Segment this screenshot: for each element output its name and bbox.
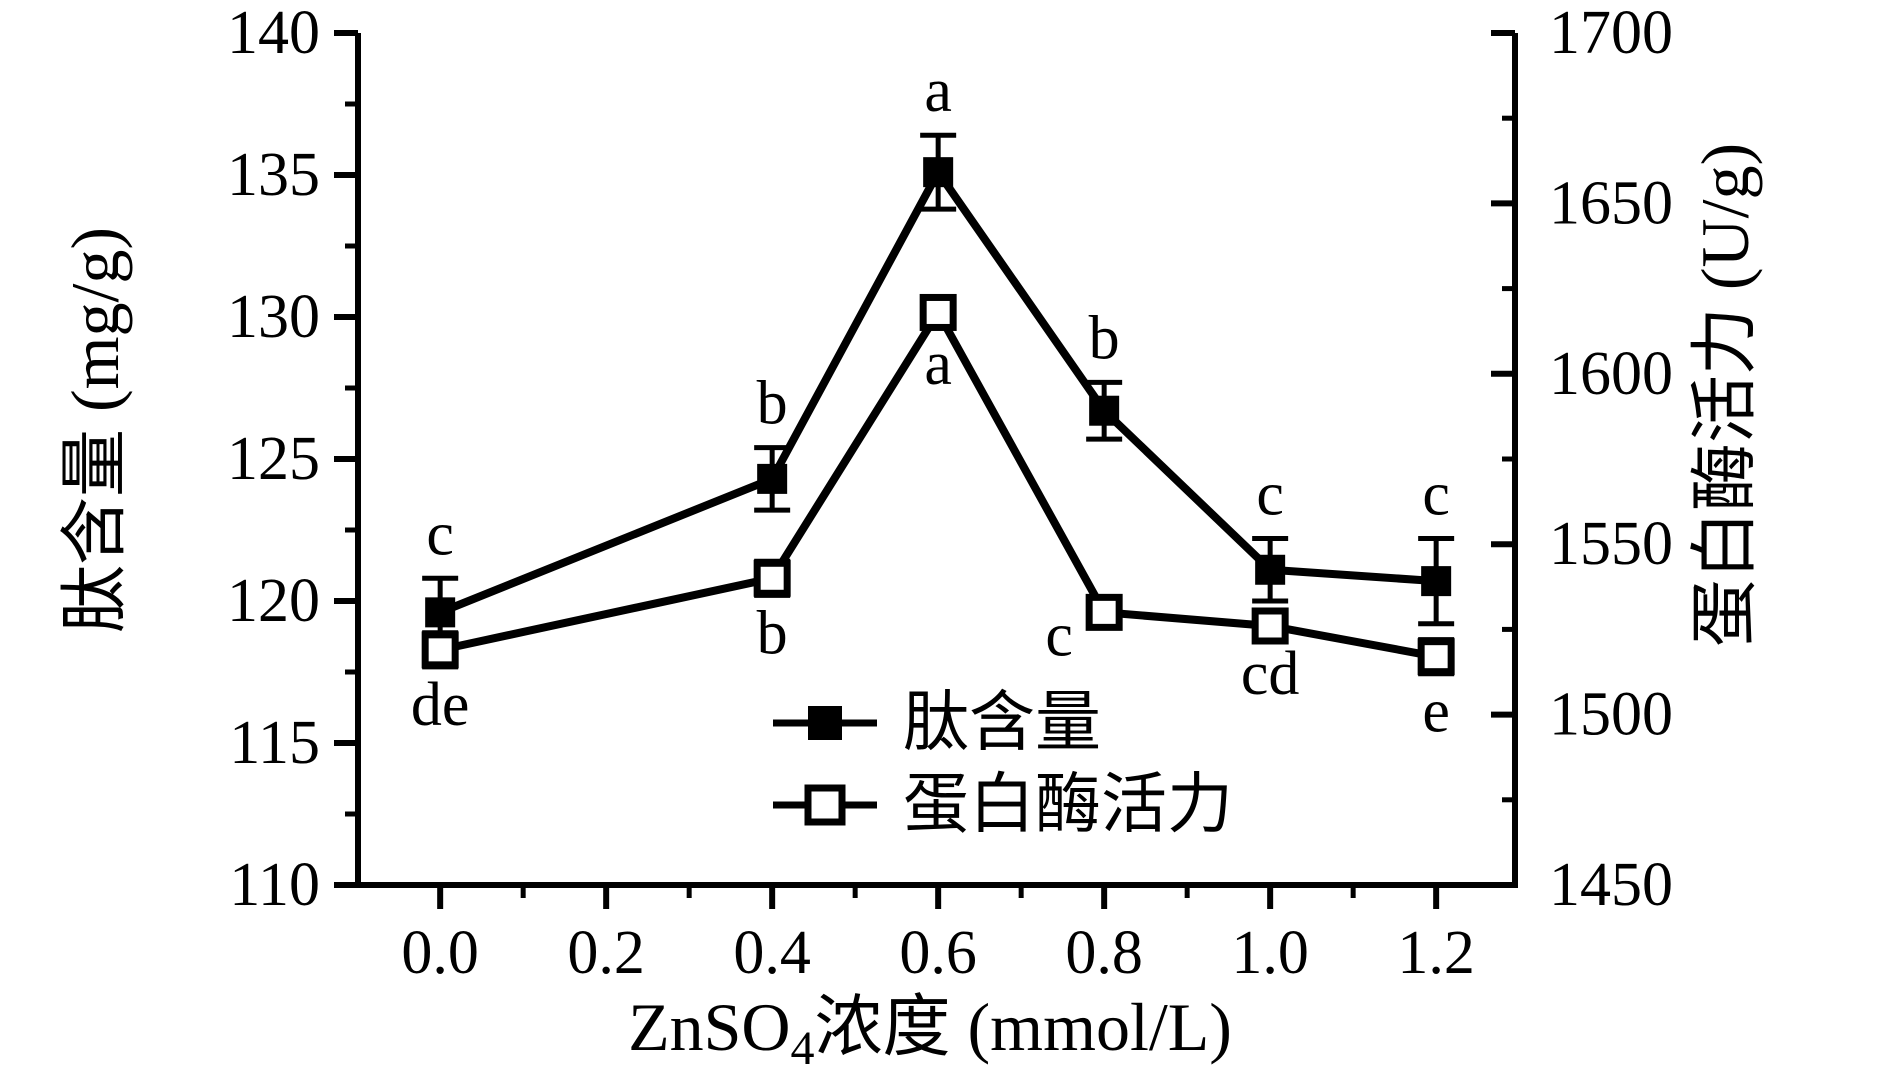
filled-square-marker: [425, 597, 456, 628]
filled-square-marker: [757, 463, 788, 494]
right-axis-tick-label: 1550: [1549, 510, 1673, 578]
open-square-marker: [1251, 607, 1289, 645]
sig-letter-label: e: [1422, 678, 1450, 746]
sig-letter-label: c: [1422, 461, 1450, 529]
x-axis-tick-label: 1.0: [1231, 919, 1309, 987]
left-axis-tick-label: 120: [227, 567, 320, 635]
sig-letter-label: b: [757, 370, 788, 438]
sig-letter-label: c: [1045, 602, 1073, 670]
open-square-marker: [804, 784, 846, 826]
left-axis-tick-label: 135: [227, 141, 320, 209]
left-axis-tick-label: 110: [229, 851, 320, 919]
open-square-marker: [1085, 593, 1123, 631]
x-axis-tick-label: 0.4: [733, 919, 811, 987]
sig-letter-label: b: [757, 599, 788, 667]
filled-square-marker: [1255, 554, 1286, 585]
right-axis: 1450 1500 1550 1600 1650 1700 蛋白酶活力 (U/g): [1491, 0, 1763, 919]
series-肽含量: c b a b c c: [422, 57, 1455, 649]
right-axis-tick-label: 1600: [1549, 340, 1673, 408]
x-axis: 0.0 0.2 0.4 0.6 0.8 1.0 1.2 ZnSO4浓度 (mmol/L): [401, 885, 1475, 1075]
sig-letter-label: a: [924, 57, 952, 125]
series-蛋白酶活力: de b a c cd e: [411, 293, 1455, 746]
left-axis-tick-label: 130: [227, 283, 320, 351]
sig-letter-label: de: [411, 671, 470, 739]
filled-square-marker: [923, 157, 954, 188]
open-square-marker: [1417, 638, 1455, 676]
legend-entry-2: 蛋白酶活力: [773, 769, 1233, 842]
right-axis-title: 蛋白酶活力 (U/g): [1687, 143, 1763, 647]
x-axis-tick-label: 0.6: [899, 919, 977, 987]
open-square-marker: [753, 559, 791, 597]
filled-square-marker: [808, 706, 842, 740]
left-axis-tick-label: 125: [227, 425, 320, 493]
x-axis-title: ZnSO4浓度 (mmol/L): [628, 989, 1232, 1075]
filled-square-marker: [1421, 566, 1452, 597]
left-axis-tick-label: 140: [227, 0, 320, 67]
open-square-marker: [919, 293, 957, 331]
sig-letter-label: cd: [1241, 640, 1300, 708]
open-square-marker: [421, 631, 459, 669]
sig-letter-label: c: [1256, 461, 1284, 529]
legend-label: 肽含量: [903, 687, 1101, 760]
right-axis-tick-label: 1650: [1549, 169, 1673, 237]
left-axis-tick-label: 115: [229, 709, 320, 777]
x-axis-tick-label: 0.2: [567, 919, 645, 987]
sig-letter-label: b: [1089, 304, 1120, 372]
right-axis-tick-label: 1700: [1549, 0, 1673, 67]
x-axis-tick-label: 0.8: [1065, 919, 1143, 987]
legend-entry-1: 肽含量: [773, 687, 1101, 760]
series-line: [438, 164, 1437, 617]
legend-label: 蛋白酶活力: [903, 769, 1233, 842]
left-axis: 110 115 120 125 130 135 140 肽含量 (mg/g): [57, 0, 358, 919]
x-axis-tick-label: 0.0: [401, 919, 479, 987]
right-axis-tick-label: 1500: [1549, 681, 1673, 749]
right-axis-tick-label: 1450: [1549, 851, 1673, 919]
filled-square-marker: [1089, 395, 1120, 426]
left-axis-title: 肽含量 (mg/g): [57, 227, 133, 633]
sig-letter-label: a: [924, 330, 952, 398]
sig-letter-label: c: [426, 500, 454, 568]
x-axis-tick-label: 1.2: [1397, 919, 1475, 987]
series-line: [439, 304, 1437, 661]
